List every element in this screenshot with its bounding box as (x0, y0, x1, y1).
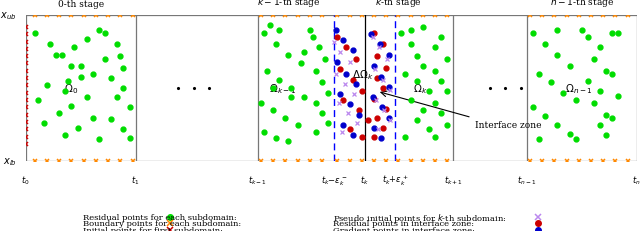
Text: $t_1$: $t_1$ (131, 173, 140, 186)
Text: Initial points for first subdomain:: Initial points for first subdomain: (83, 226, 223, 231)
Text: $t_{k-1}$: $t_{k-1}$ (248, 173, 268, 186)
Text: $t_k{+}\epsilon_k^+$: $t_k{+}\epsilon_k^+$ (382, 173, 408, 188)
Text: Boundary points for each subdomain:: Boundary points for each subdomain: (83, 219, 241, 227)
Text: $\Omega_k$: $\Omega_k$ (413, 82, 427, 96)
Text: $\Omega_{k-1}$: $\Omega_{k-1}$ (269, 82, 296, 96)
Text: $t_k$: $t_k$ (360, 173, 369, 186)
Text: Gradient points in interface zone:: Gradient points in interface zone: (333, 226, 475, 231)
Text: $k-1$-th stage: $k-1$-th stage (257, 0, 320, 9)
Text: $n-1$-th stage: $n-1$-th stage (550, 0, 614, 9)
Text: $t_{n-1}$: $t_{n-1}$ (517, 173, 536, 186)
Text: $\Omega_{n-1}$: $\Omega_{n-1}$ (565, 82, 593, 96)
Text: Residual points for each subdomain:: Residual points for each subdomain: (83, 213, 237, 221)
Text: Residual points in interface zone:: Residual points in interface zone: (333, 219, 474, 227)
Text: Pseudo initial points for $k$-th subdomain:: Pseudo initial points for $k$-th subdoma… (333, 211, 506, 224)
Text: $x_{ub}$: $x_{ub}$ (0, 10, 17, 22)
Text: $t_0$: $t_0$ (21, 173, 30, 186)
Text: Interface zone: Interface zone (475, 121, 541, 130)
Text: $k$-th stage: $k$-th stage (375, 0, 422, 9)
Text: $t_n$: $t_n$ (632, 173, 640, 186)
Text: 0-th stage: 0-th stage (58, 0, 104, 9)
Text: $t_{k+1}$: $t_{k+1}$ (444, 173, 463, 186)
Text: $t_k{-}\epsilon_k^-$: $t_k{-}\epsilon_k^-$ (321, 173, 348, 187)
Text: $\Delta\Omega_k$: $\Delta\Omega_k$ (352, 67, 374, 81)
Text: $\Omega_0$: $\Omega_0$ (65, 82, 79, 96)
Text: $x_{lb}$: $x_{lb}$ (3, 156, 17, 167)
